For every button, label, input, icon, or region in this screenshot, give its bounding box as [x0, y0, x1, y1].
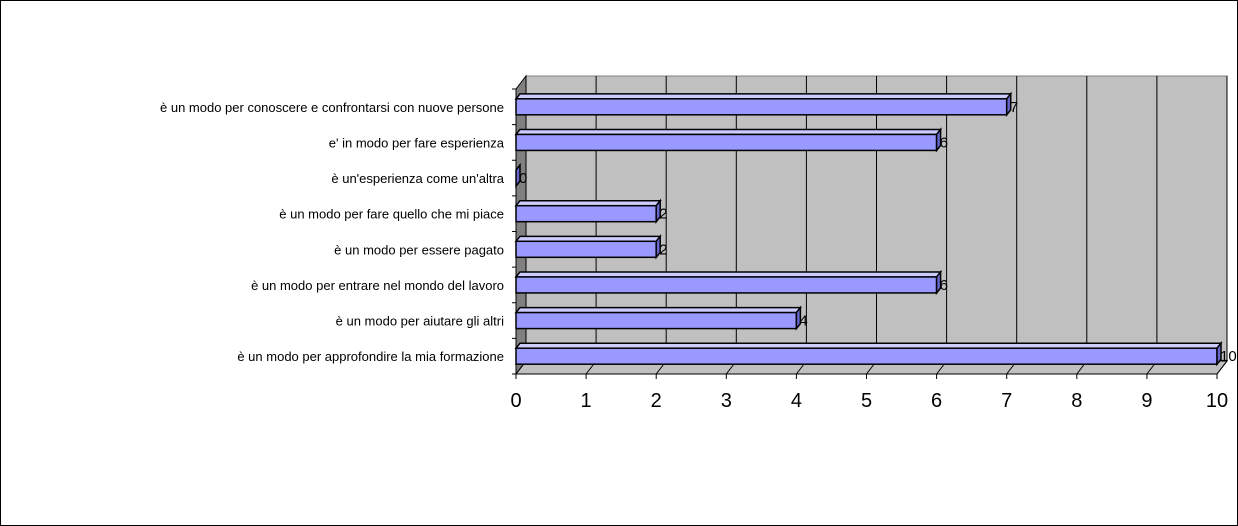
bar-front — [515, 311, 798, 330]
bar-end — [795, 305, 802, 331]
bar-end — [515, 162, 521, 189]
bar-end — [655, 198, 661, 224]
bar-front — [515, 347, 1218, 365]
category-label: e' in modo per fare esperienza — [329, 135, 505, 150]
x-tick-label: 5 — [861, 390, 872, 412]
data-label: 4 — [799, 313, 807, 330]
x-tick-label: 9 — [1141, 390, 1152, 412]
data-label: 2 — [659, 206, 667, 223]
bar — [514, 198, 662, 224]
bar-end — [1216, 341, 1222, 367]
x-tick-label: 2 — [651, 390, 662, 412]
category-label: è un modo per conoscere e confrontarsi c… — [160, 100, 504, 115]
bar — [514, 234, 662, 260]
category-label: è un modo per aiutare gli altri — [336, 314, 504, 329]
x-tick-label: 0 — [510, 390, 521, 412]
data-label: 0 — [519, 170, 527, 187]
x-tick-label: 7 — [1001, 390, 1012, 412]
bar-end — [935, 127, 942, 153]
bar-front — [515, 98, 1008, 116]
data-label: 6 — [940, 134, 948, 151]
bar-front — [515, 240, 657, 259]
bar — [514, 127, 943, 153]
floor-gridline — [1216, 360, 1228, 375]
bar — [514, 269, 943, 296]
category-label: è un'esperienza come un'altra — [331, 171, 504, 186]
x-tick-label: 10 — [1206, 390, 1228, 412]
bar — [514, 305, 802, 331]
category-label: è un modo per entrare nel mondo del lavo… — [251, 278, 504, 293]
bar — [515, 162, 521, 189]
bar-front — [515, 276, 938, 294]
data-label: 2 — [659, 241, 667, 258]
bar-front — [515, 133, 938, 152]
x-tick-label: 8 — [1071, 390, 1082, 412]
category-label: è un modo per essere pagato — [334, 242, 504, 257]
x-tick-label: 6 — [931, 390, 942, 412]
x-tick-label: 3 — [721, 390, 732, 412]
bar-end — [1005, 91, 1012, 117]
data-label: 7 — [1010, 99, 1018, 116]
category-label: è un modo per approfondire la mia formaz… — [237, 349, 504, 364]
category-label: è un modo per fare quello che mi piace — [279, 207, 504, 222]
bar-front — [515, 204, 657, 223]
bar — [514, 341, 1223, 367]
data-label: 6 — [940, 277, 948, 294]
data-label: 10 — [1220, 348, 1237, 365]
bar-end — [655, 234, 661, 260]
bar — [514, 91, 1013, 117]
x-tick-label: 1 — [581, 390, 592, 412]
bar-end — [935, 269, 942, 296]
x-tick-label: 4 — [791, 390, 802, 412]
